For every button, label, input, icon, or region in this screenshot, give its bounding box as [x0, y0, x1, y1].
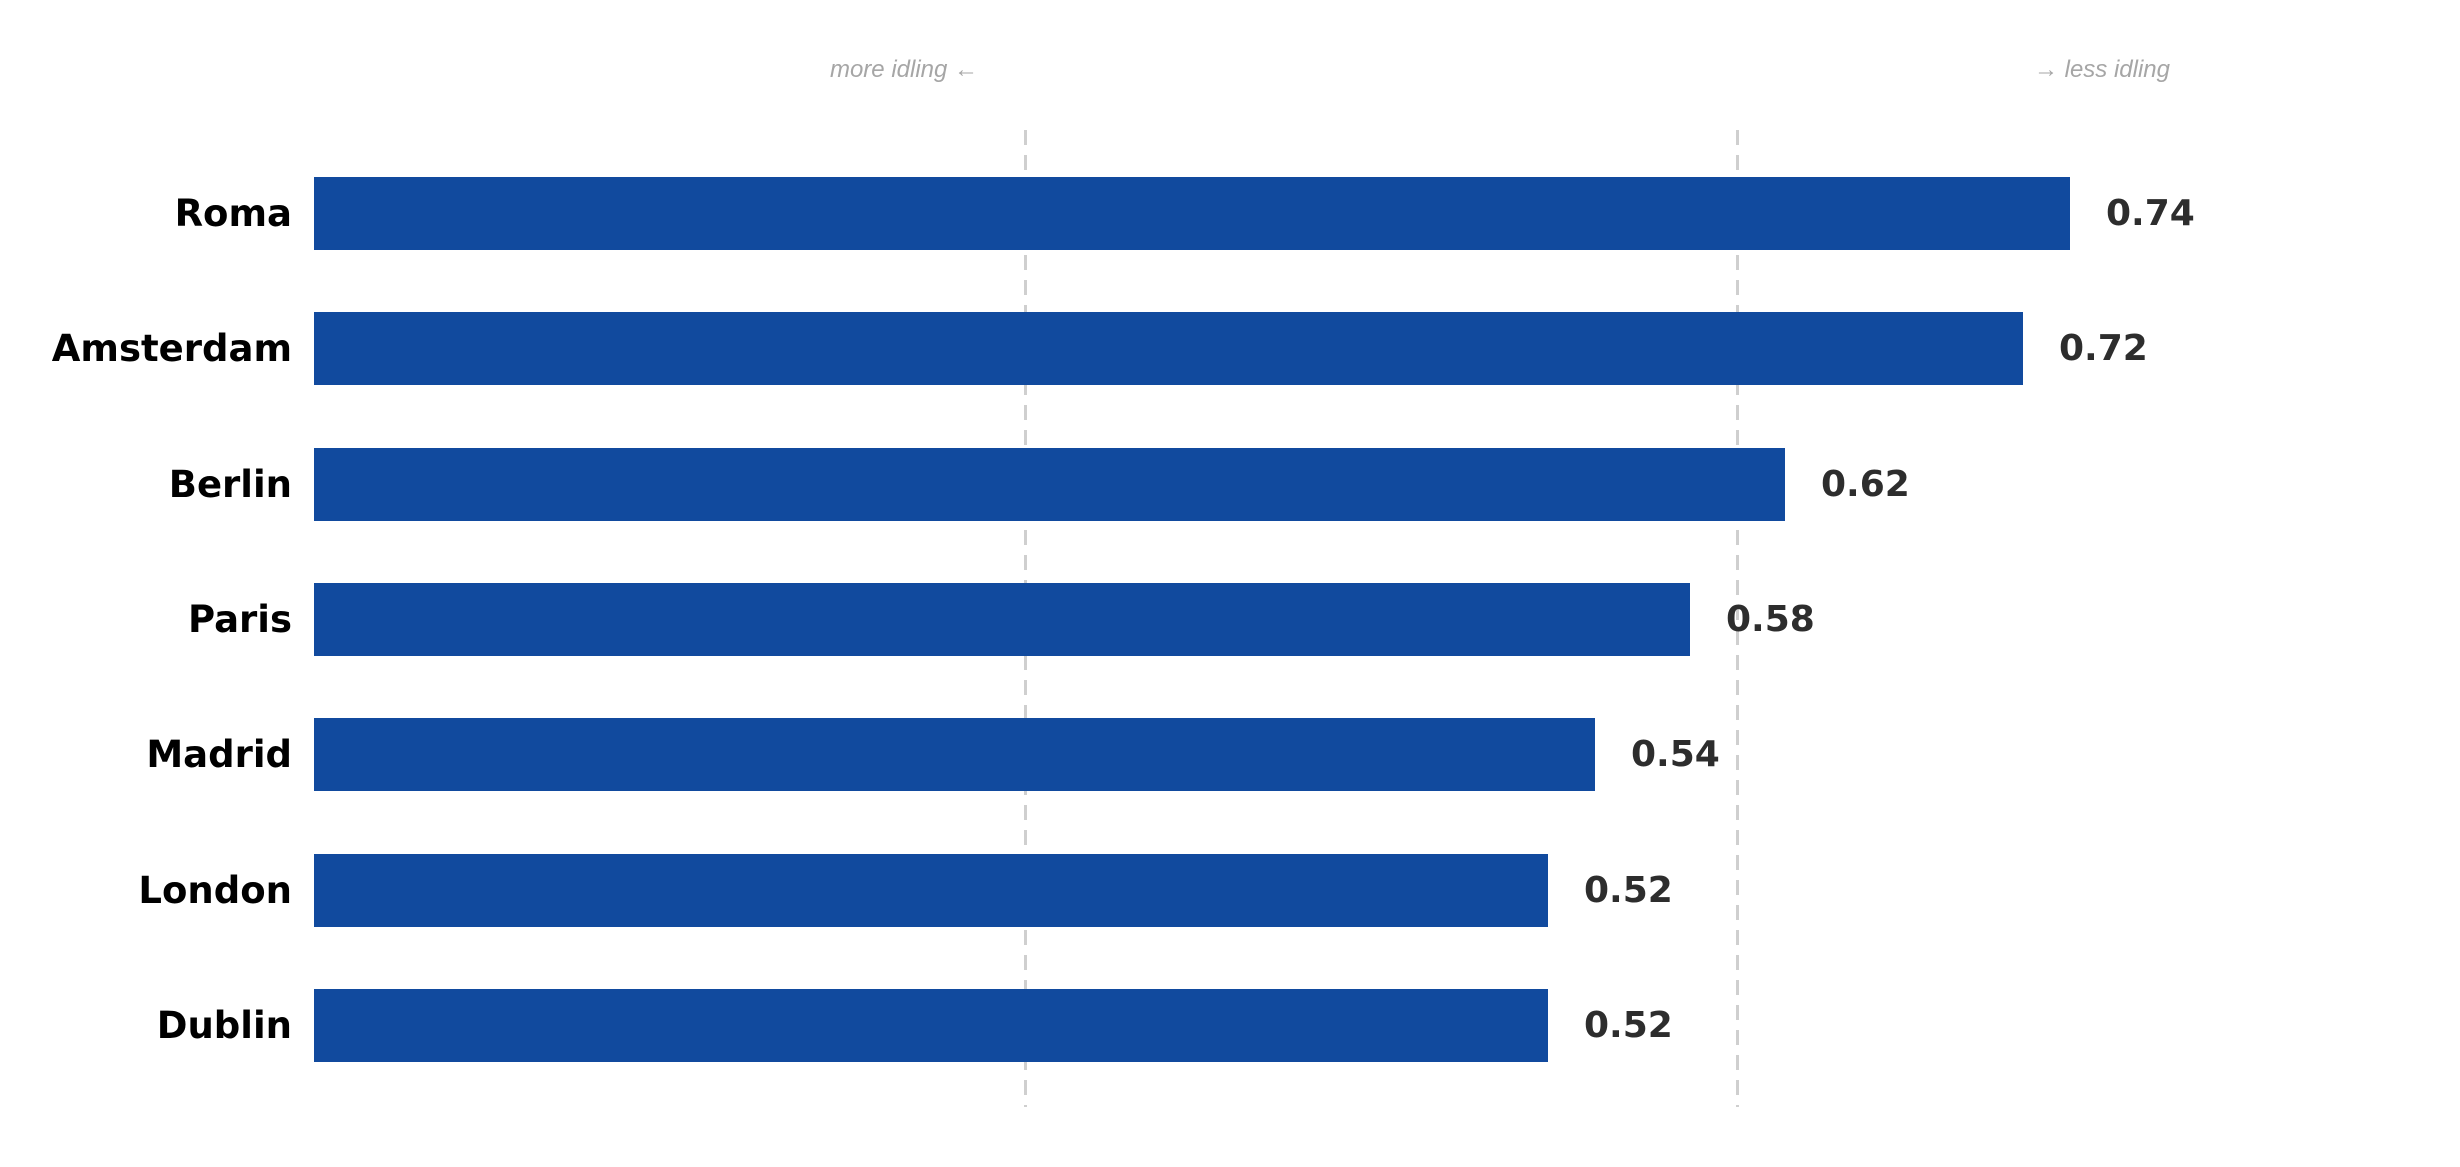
axis-annotation-less-idling: → less idling	[2033, 56, 2170, 83]
category-label: Roma	[174, 192, 292, 235]
bar-row: London 0.52	[0, 853, 1673, 927]
category-label: Paris	[187, 597, 292, 641]
value-label: 0.58	[1726, 598, 1815, 640]
value-label: 0.52	[1584, 1004, 1673, 1046]
bar-row: Dublin 0.52	[0, 988, 1673, 1062]
bar-row: Amsterdam 0.72	[0, 312, 2148, 386]
bar	[314, 582, 1690, 656]
bar	[314, 447, 1785, 521]
bar-row: Berlin 0.62	[0, 447, 1910, 521]
axis-annotation-more-idling: more idling ←	[829, 56, 979, 83]
value-label: 0.72	[2059, 328, 2148, 370]
category-label: Madrid	[146, 733, 292, 777]
bar	[314, 988, 1548, 1062]
value-label: 0.62	[1821, 463, 1910, 505]
bar-row: Madrid 0.54	[0, 718, 1720, 792]
bar	[314, 853, 1548, 927]
category-label: Dublin	[156, 1003, 292, 1047]
bar	[314, 312, 2023, 386]
category-label: Berlin	[168, 462, 292, 506]
value-label: 0.54	[1631, 734, 1720, 776]
category-label: London	[138, 868, 292, 912]
bar	[314, 177, 2070, 250]
bar-row: Paris 0.58	[0, 582, 1815, 656]
bar	[314, 718, 1595, 792]
bar-row: Roma 0.74	[0, 177, 2195, 250]
value-label: 0.74	[2106, 193, 2195, 234]
gridline-x-0.6	[1736, 130, 1740, 1107]
value-label: 0.52	[1584, 869, 1673, 911]
category-label: Amsterdam	[51, 327, 292, 371]
